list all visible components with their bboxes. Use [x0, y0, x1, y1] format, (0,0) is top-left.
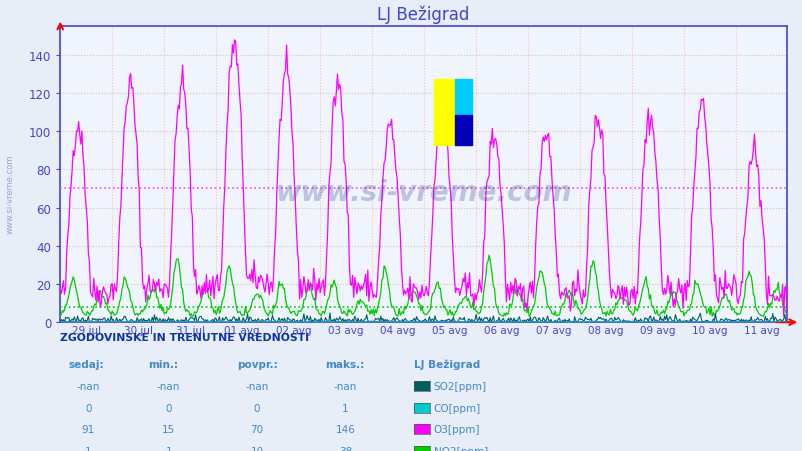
- Text: LJ Bežigrad: LJ Bežigrad: [413, 359, 480, 369]
- Bar: [454, 80, 472, 116]
- Text: 1: 1: [165, 446, 172, 451]
- Text: CO[ppm]: CO[ppm]: [433, 403, 480, 413]
- Text: maks.:: maks.:: [325, 359, 364, 369]
- Text: -nan: -nan: [245, 381, 269, 391]
- Bar: [454, 116, 472, 145]
- Text: 0: 0: [165, 403, 172, 413]
- Text: ZGODOVINSKE IN TRENUTNE VREDNOSTI: ZGODOVINSKE IN TRENUTNE VREDNOSTI: [60, 332, 309, 342]
- Text: www.si-vreme.com: www.si-vreme.com: [6, 154, 15, 234]
- Text: -nan: -nan: [333, 381, 357, 391]
- Text: -nan: -nan: [156, 381, 180, 391]
- Text: 38: 38: [338, 446, 351, 451]
- Text: NO2[ppm]: NO2[ppm]: [433, 446, 488, 451]
- Text: 10: 10: [250, 446, 263, 451]
- Bar: [434, 80, 454, 145]
- Text: 0: 0: [253, 403, 260, 413]
- Text: 0: 0: [85, 403, 91, 413]
- Text: www.si-vreme.com: www.si-vreme.com: [275, 179, 571, 207]
- Text: min.:: min.:: [148, 359, 178, 369]
- Text: 1: 1: [342, 403, 348, 413]
- Text: O3[ppm]: O3[ppm]: [433, 424, 480, 434]
- Text: 91: 91: [82, 424, 95, 434]
- Text: 1: 1: [85, 446, 91, 451]
- Text: 70: 70: [250, 424, 263, 434]
- Text: -nan: -nan: [76, 381, 100, 391]
- Text: 146: 146: [335, 424, 354, 434]
- Title: LJ Bežigrad: LJ Bežigrad: [377, 6, 469, 24]
- Text: SO2[ppm]: SO2[ppm]: [433, 381, 486, 391]
- Text: povpr.:: povpr.:: [237, 359, 277, 369]
- Text: sedaj:: sedaj:: [68, 359, 103, 369]
- Text: 15: 15: [162, 424, 175, 434]
